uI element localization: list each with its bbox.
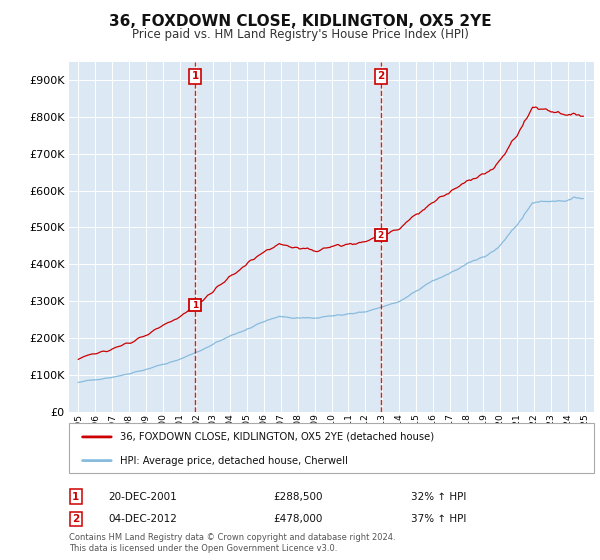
Text: HPI: Average price, detached house, Cherwell: HPI: Average price, detached house, Cher… [120, 456, 348, 465]
Text: 2: 2 [72, 514, 79, 524]
Text: 37% ↑ HPI: 37% ↑ HPI [411, 514, 466, 524]
Text: 1: 1 [72, 492, 79, 502]
Text: Contains HM Land Registry data © Crown copyright and database right 2024.
This d: Contains HM Land Registry data © Crown c… [69, 533, 395, 553]
Text: £288,500: £288,500 [273, 492, 323, 502]
Text: 1: 1 [191, 71, 199, 81]
Text: Price paid vs. HM Land Registry's House Price Index (HPI): Price paid vs. HM Land Registry's House … [131, 28, 469, 41]
Text: 04-DEC-2012: 04-DEC-2012 [108, 514, 177, 524]
Text: 1: 1 [192, 301, 198, 310]
Text: 20-DEC-2001: 20-DEC-2001 [108, 492, 177, 502]
Text: 2: 2 [377, 71, 385, 81]
Text: £478,000: £478,000 [273, 514, 322, 524]
Text: 2: 2 [377, 231, 384, 240]
Text: 36, FOXDOWN CLOSE, KIDLINGTON, OX5 2YE: 36, FOXDOWN CLOSE, KIDLINGTON, OX5 2YE [109, 14, 491, 29]
Text: 36, FOXDOWN CLOSE, KIDLINGTON, OX5 2YE (detached house): 36, FOXDOWN CLOSE, KIDLINGTON, OX5 2YE (… [120, 432, 434, 442]
Text: 32% ↑ HPI: 32% ↑ HPI [411, 492, 466, 502]
